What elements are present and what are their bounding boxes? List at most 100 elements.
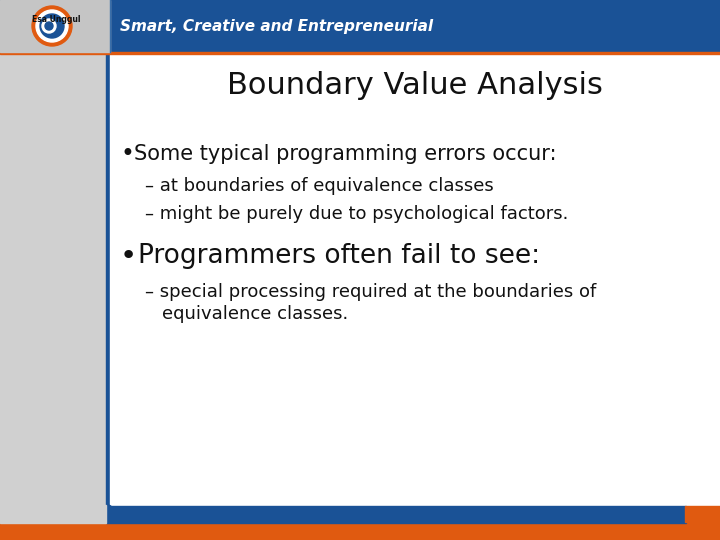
Bar bbox=[0, 104, 720, 110]
Bar bbox=[0, 475, 720, 482]
Bar bbox=[0, 126, 720, 133]
Bar bbox=[0, 228, 720, 234]
Bar bbox=[0, 205, 720, 212]
Bar bbox=[0, 307, 720, 313]
Bar bbox=[0, 53, 720, 59]
Bar bbox=[110, 116, 720, 504]
Bar bbox=[0, 425, 720, 431]
Text: Programmers often fail to see:: Programmers often fail to see: bbox=[138, 243, 540, 269]
Bar bbox=[0, 470, 720, 476]
Bar bbox=[0, 301, 720, 307]
Bar bbox=[0, 414, 720, 420]
Bar bbox=[0, 239, 720, 245]
Text: – might be purely due to psychological factors.: – might be purely due to psychological f… bbox=[145, 205, 568, 223]
Bar bbox=[0, 380, 720, 386]
Bar bbox=[0, 160, 720, 166]
Bar bbox=[0, 93, 720, 99]
Bar bbox=[0, 82, 720, 87]
Bar bbox=[0, 267, 720, 273]
Bar bbox=[0, 166, 720, 172]
Bar bbox=[106, 54, 110, 506]
Bar bbox=[0, 194, 720, 200]
Text: Some typical programming errors occur:: Some typical programming errors occur: bbox=[134, 144, 557, 164]
Bar bbox=[0, 295, 720, 301]
Bar bbox=[0, 464, 720, 470]
Bar bbox=[0, 374, 720, 380]
Bar bbox=[0, 87, 720, 93]
Bar bbox=[0, 436, 720, 442]
Bar bbox=[0, 481, 720, 487]
Bar bbox=[0, 132, 720, 138]
Bar bbox=[0, 279, 720, 285]
Bar bbox=[0, 98, 720, 105]
Bar bbox=[0, 284, 720, 291]
Circle shape bbox=[45, 22, 53, 30]
Bar bbox=[0, 149, 720, 156]
Bar bbox=[0, 183, 720, 189]
Bar bbox=[0, 430, 720, 436]
Circle shape bbox=[42, 19, 56, 33]
Bar bbox=[0, 0, 110, 52]
Bar bbox=[0, 76, 720, 82]
Bar bbox=[685, 506, 720, 522]
Bar bbox=[0, 340, 720, 347]
Bar bbox=[0, 155, 720, 161]
Bar bbox=[0, 121, 720, 127]
Bar bbox=[0, 522, 720, 540]
Bar bbox=[0, 0, 720, 52]
Bar bbox=[0, 200, 720, 206]
Bar bbox=[0, 116, 720, 122]
Bar bbox=[0, 261, 720, 268]
Bar bbox=[0, 54, 110, 506]
Bar bbox=[0, 442, 720, 448]
Circle shape bbox=[36, 10, 68, 42]
Bar bbox=[0, 222, 720, 228]
Text: Smart, Creative and Entrepreneurial: Smart, Creative and Entrepreneurial bbox=[120, 18, 433, 33]
Bar bbox=[0, 408, 720, 414]
Bar bbox=[0, 59, 720, 65]
Bar bbox=[0, 70, 720, 77]
Bar bbox=[0, 402, 720, 408]
Text: •: • bbox=[120, 242, 138, 270]
Bar bbox=[0, 419, 720, 426]
Bar bbox=[0, 172, 720, 178]
Text: equivalence classes.: equivalence classes. bbox=[162, 305, 348, 323]
Bar bbox=[0, 396, 720, 403]
Text: Esa Unggul: Esa Unggul bbox=[32, 15, 80, 24]
Bar bbox=[0, 363, 720, 369]
Bar bbox=[0, 217, 720, 222]
Bar bbox=[0, 357, 720, 363]
Circle shape bbox=[32, 6, 72, 46]
Bar bbox=[0, 505, 106, 523]
Bar bbox=[0, 391, 720, 397]
Bar bbox=[0, 245, 720, 251]
Bar bbox=[0, 318, 720, 324]
Bar bbox=[0, 256, 720, 262]
Bar bbox=[0, 52, 720, 54]
Bar bbox=[0, 290, 720, 296]
Bar bbox=[0, 346, 720, 352]
Bar bbox=[110, 54, 720, 116]
Bar bbox=[0, 138, 720, 144]
Bar bbox=[0, 352, 720, 357]
Bar bbox=[0, 177, 720, 184]
Bar bbox=[0, 368, 720, 375]
Bar bbox=[0, 211, 720, 217]
Text: •: • bbox=[120, 142, 134, 166]
Text: Boundary Value Analysis: Boundary Value Analysis bbox=[227, 71, 603, 99]
Bar bbox=[0, 312, 720, 319]
Bar bbox=[0, 273, 720, 279]
Text: – at boundaries of equivalence classes: – at boundaries of equivalence classes bbox=[145, 177, 494, 195]
Bar bbox=[0, 251, 720, 256]
Bar bbox=[0, 492, 720, 498]
Bar bbox=[0, 329, 720, 335]
Bar bbox=[0, 323, 720, 329]
Bar bbox=[106, 506, 686, 523]
Bar bbox=[0, 144, 720, 150]
Bar bbox=[0, 110, 720, 116]
Bar bbox=[0, 386, 720, 392]
Bar bbox=[0, 233, 720, 240]
Bar bbox=[0, 458, 720, 464]
Circle shape bbox=[40, 14, 64, 38]
Text: – special processing required at the boundaries of: – special processing required at the bou… bbox=[145, 283, 596, 301]
